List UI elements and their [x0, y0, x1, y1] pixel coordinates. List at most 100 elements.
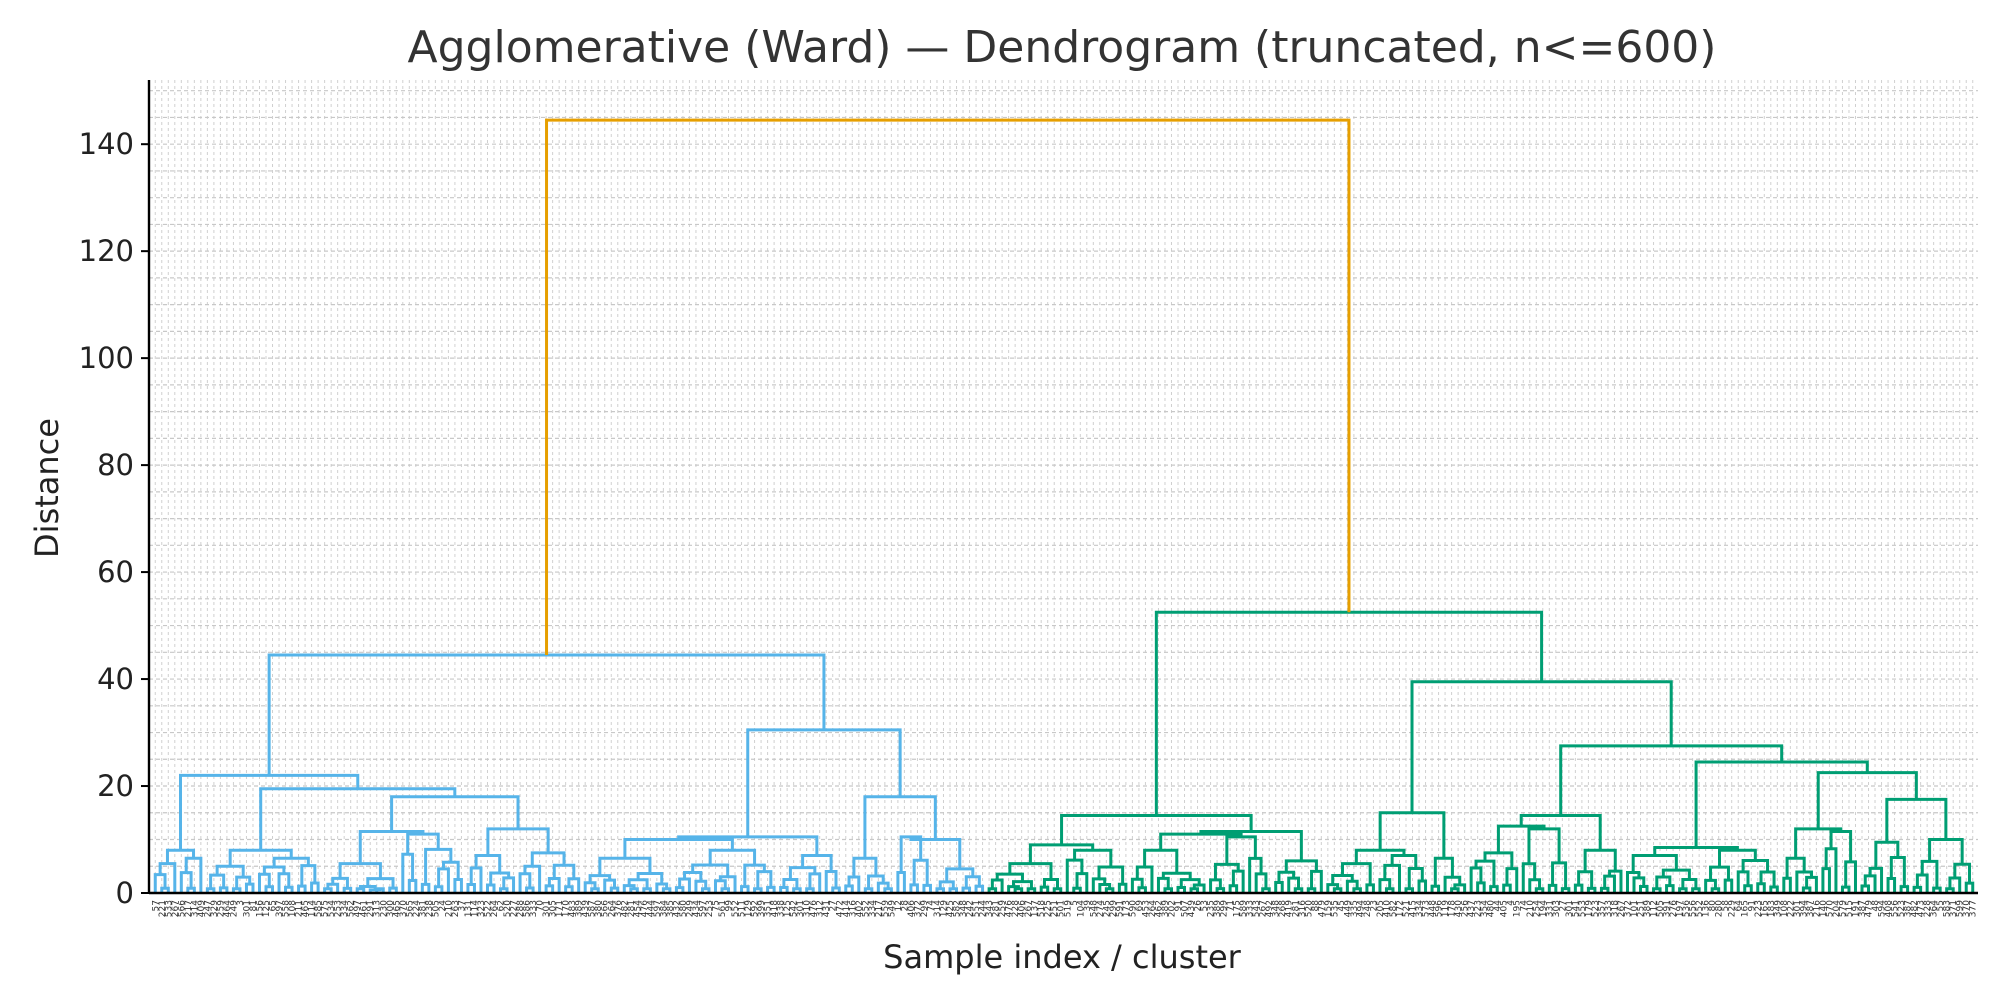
leaf-label: 70 — [536, 900, 546, 912]
leaf-label: 334 — [868, 900, 878, 917]
dendrogram-link — [1953, 862, 1971, 884]
leaf-label: 80 — [1708, 900, 1718, 912]
leaf-label: 343 — [985, 900, 995, 917]
leaf-label: 439 — [581, 900, 591, 917]
y-tick-label: 100 — [79, 341, 134, 375]
dendrogram-link — [1345, 879, 1359, 893]
leaf-label: 558 — [282, 900, 292, 917]
dendrogram-link — [1964, 881, 1975, 893]
dendrogram-link — [1527, 827, 1561, 864]
leaf-label: 505 — [1656, 900, 1666, 917]
leaf-label: 580 — [679, 900, 689, 917]
leaf-label: 313 — [373, 900, 383, 917]
dendrogram-link — [1736, 870, 1750, 893]
leaf-label: 406 — [1018, 900, 1028, 917]
dendrogram-link — [1274, 880, 1284, 893]
leaf-label: 331 — [1545, 900, 1555, 917]
dendrogram-link — [1156, 876, 1170, 893]
leaf-label: 64 — [1734, 900, 1744, 912]
leaf-label: 370 — [399, 900, 409, 917]
dendrogram-link — [1694, 760, 1869, 848]
leaf-label: 387 — [1858, 900, 1868, 917]
leaf-label: 267 — [171, 900, 181, 917]
leaf-label: 409 — [197, 900, 207, 917]
leaf-label: 385 — [666, 900, 676, 917]
leaf-label: 501 — [1057, 900, 1067, 917]
leaf-label: 223 — [1754, 900, 1764, 917]
leaf-label: 301 — [1793, 900, 1803, 917]
leaf-label: 370 — [1962, 900, 1972, 917]
dendrogram-link — [603, 878, 617, 893]
leaf-label: 476 — [640, 900, 650, 917]
dendrogram-link — [678, 877, 691, 893]
y-tick-label: 140 — [79, 127, 134, 161]
dendrogram-link — [406, 832, 440, 855]
dendrogram-link — [485, 883, 496, 893]
leaf-label: 137 — [1031, 900, 1041, 917]
leaf-label: 39 — [1083, 900, 1093, 912]
dendrogram-link — [469, 866, 483, 893]
dendrogram-link — [545, 118, 1351, 655]
dendrogram-link — [1365, 883, 1375, 893]
leaf-label: 437 — [1467, 900, 1477, 917]
leaf-label: 349 — [1773, 900, 1783, 917]
leaf-label: 53 — [1200, 900, 1210, 911]
dendrogram-link — [437, 867, 450, 893]
leaf-label: 561 — [718, 900, 728, 917]
leaf-label: 348 — [959, 900, 969, 917]
dendrogram-link — [153, 873, 167, 893]
leaf-label: 221 — [158, 900, 168, 917]
leaf-label: 140 — [1819, 900, 1829, 917]
leaf-label: 533 — [164, 900, 174, 917]
y-tick-label: 80 — [97, 448, 134, 482]
leaf-label: 281 — [1291, 900, 1301, 917]
dendrogram-link — [909, 883, 919, 893]
dendrogram-link — [1287, 876, 1301, 893]
leaf-label: 228 — [1011, 900, 1021, 917]
dendrogram-link — [1559, 744, 1784, 816]
y-tick-label: 0 — [116, 876, 134, 910]
leaf-label: 351 — [764, 900, 774, 917]
leaf-label: 364 — [1930, 900, 1940, 917]
dendrogram-link — [655, 882, 669, 893]
leaf-label: 129 — [744, 900, 754, 917]
leaf-label: 301 — [1565, 900, 1575, 917]
dendrogram-link — [1756, 882, 1766, 893]
dendrogram-link — [502, 876, 516, 893]
dendrogram-link — [1718, 848, 1757, 868]
leaf-label: 479 — [1317, 900, 1327, 917]
leaf-label: 230 — [379, 900, 389, 917]
y-tick-label: 60 — [97, 555, 134, 589]
leaf-label: 589 — [1239, 900, 1249, 917]
dendrogram-link — [1231, 869, 1245, 893]
leaf-label: 172 — [1396, 900, 1406, 917]
leaf-label: 505 — [431, 900, 441, 917]
leaf-label: 335 — [1350, 900, 1360, 917]
leaf-label: 112 — [1650, 900, 1660, 917]
leaf-label: 394 — [1799, 900, 1809, 917]
leaf-label: 552 — [731, 900, 741, 917]
leaf-label: 591 — [1115, 900, 1125, 917]
leaf-label: 288 — [516, 900, 526, 917]
leaf-label: 334 — [340, 900, 350, 917]
leaf-label: 333 — [529, 900, 539, 917]
leaf-label: 91 — [1174, 900, 1184, 911]
leaf-label: 191 — [1852, 900, 1862, 917]
dendrogram-link — [1915, 873, 1929, 893]
leaf-label: 543 — [1252, 900, 1262, 917]
leaf-label: 251 — [1050, 900, 1060, 917]
leaf-label: 372 — [913, 900, 923, 917]
leaf-label: 280 — [1715, 900, 1725, 917]
dendrogram-link — [326, 882, 340, 893]
dendrogram-link — [179, 871, 193, 893]
leaf-label: 389 — [1643, 900, 1653, 917]
leaf-label: 228 — [1923, 900, 1933, 917]
leaf-label: 253 — [334, 900, 344, 917]
chart-title: Agglomerative (Ward) — Dendrogram (trunc… — [408, 22, 1717, 73]
leaf-label: 570 — [1825, 900, 1835, 917]
leaf-label: 281 — [627, 900, 637, 917]
dendrogram-link — [1782, 876, 1792, 893]
leaf-label: 418 — [770, 900, 780, 917]
leaf-label: 387 — [1806, 900, 1816, 917]
dendrogram-link — [1097, 865, 1125, 885]
